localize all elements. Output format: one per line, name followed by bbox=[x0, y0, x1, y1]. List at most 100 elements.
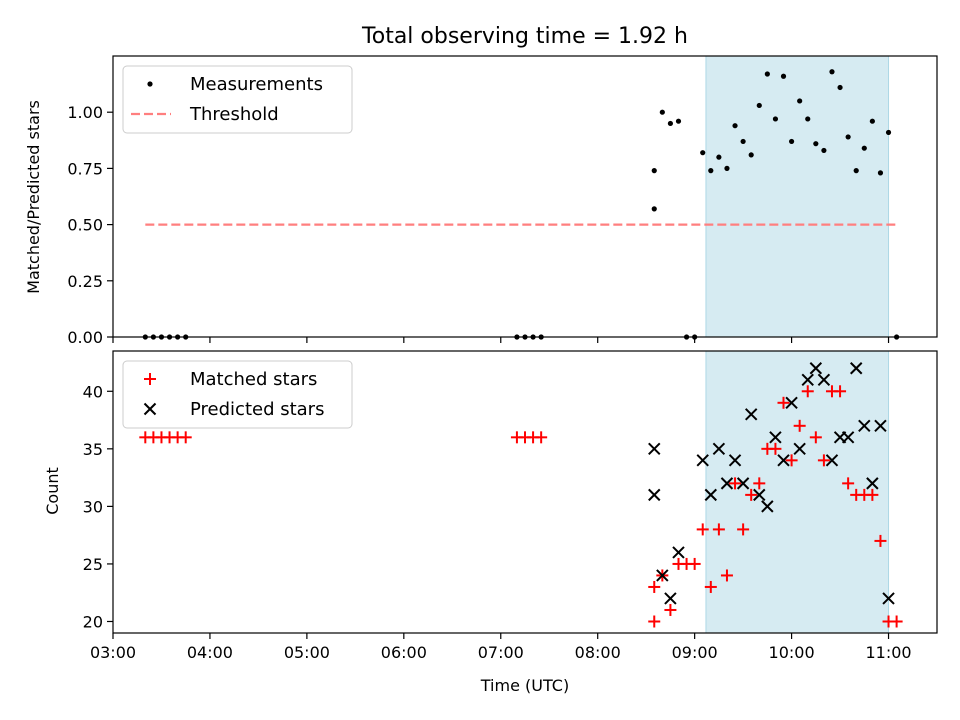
bottom-series-matched-stars-point bbox=[745, 488, 758, 501]
top-series-measurements-point bbox=[885, 129, 892, 136]
bottom-series-matched-stars-point bbox=[729, 477, 742, 490]
bottom-series-predicted-stars-point bbox=[793, 442, 806, 456]
top-series-measurements-point bbox=[756, 102, 762, 109]
top-y-tick-label: 0.50 bbox=[67, 216, 103, 235]
bottom-y-axis-title: Count bbox=[43, 467, 62, 515]
bottom-series-matched-stars-point bbox=[769, 442, 782, 455]
top-series-measurements-point bbox=[708, 168, 714, 174]
bottom-legend-entry-predicted-stars: Predicted stars bbox=[143, 399, 324, 420]
bottom-series-predicted-stars-point bbox=[850, 362, 863, 375]
bottom-series-matched-stars-point bbox=[753, 477, 766, 490]
top-legend-box bbox=[122, 65, 353, 134]
top-legend-entry-measurements-swatch bbox=[147, 81, 153, 87]
bottom-series-predicted-stars-point bbox=[866, 477, 879, 490]
top-panel: 0.00 0.25 0.50 0.75 1.00 Measurements Threshol… bbox=[67, 55, 938, 347]
top-series-measurements-point bbox=[861, 145, 867, 151]
bottom-series-matched-stars-point bbox=[648, 615, 661, 628]
bottom-series-predicted-stars-point bbox=[648, 442, 661, 456]
bottom-series-predicted-stars-point bbox=[704, 488, 718, 502]
bottom-x-tick-label: 09:00 bbox=[672, 643, 718, 662]
bottom-x-tick-label: 08:00 bbox=[575, 643, 621, 662]
bottom-series-matched-stars-point bbox=[874, 534, 887, 547]
bottom-series-predicted-stars-point bbox=[785, 396, 798, 410]
bottom-series-predicted-stars-point bbox=[761, 500, 774, 513]
top-legend-entry-measurements-label: Measurements bbox=[190, 74, 323, 95]
top-y-tick-label: 0.25 bbox=[67, 272, 103, 291]
bottom-legend-entry-matched-stars: Matched stars bbox=[144, 369, 317, 390]
bottom-series-predicted-stars-point bbox=[809, 362, 823, 375]
top-y-tick-label: 0.00 bbox=[67, 328, 103, 347]
top-series-measurements-point bbox=[837, 84, 843, 91]
bottom-shaded-span bbox=[705, 350, 890, 634]
bottom-series-matched-stars-point bbox=[777, 396, 790, 409]
bottom-series-matched-stars-point bbox=[688, 557, 701, 570]
bottom-series-predicted-stars-point bbox=[712, 442, 726, 456]
bottom-series-matched-stars-point bbox=[712, 523, 725, 536]
bottom-series-predicted-stars-point bbox=[769, 431, 782, 444]
bottom-legend-entry-predicted-stars-label: Predicted stars bbox=[190, 399, 324, 420]
bottom-series-predicted-stars-point bbox=[648, 488, 661, 502]
top-series-measurements-point bbox=[732, 123, 738, 129]
top-y-tick-label: 0.75 bbox=[67, 159, 103, 178]
bottom-series-predicted-stars-point bbox=[841, 431, 855, 444]
top-series-measurements-point bbox=[659, 109, 665, 115]
top-legend: Measurements Threshold bbox=[122, 65, 353, 134]
bottom-series-predicted-stars-point bbox=[744, 408, 758, 421]
bottom-series-matched-stars-point bbox=[648, 580, 661, 593]
bottom-legend-entry-matched-stars-label: Matched stars bbox=[190, 369, 317, 390]
bottom-panel: 20 25 30 35 40 03:00 04:00 05:00 06:00 07:00 08:00… bbox=[83, 350, 938, 662]
top-series-measurements-point bbox=[748, 152, 754, 158]
bottom-series-matched-stars-point bbox=[834, 385, 847, 398]
bottom-x-tick-label: 06:00 bbox=[381, 643, 427, 662]
bottom-series-predicted-stars-point bbox=[728, 454, 742, 467]
top-series-measurements-point bbox=[772, 116, 779, 122]
bottom-series-predicted-stars-point bbox=[753, 488, 766, 502]
bottom-series-predicted-stars-point bbox=[696, 454, 709, 467]
top-series-measurements-point bbox=[675, 118, 682, 124]
bottom-legend-box bbox=[122, 360, 353, 429]
top-series-measurements-point bbox=[667, 120, 674, 127]
top-y-tick-label: 1.00 bbox=[67, 103, 103, 122]
bottom-series-matched-stars-point bbox=[866, 488, 879, 501]
top-series-measurements-point bbox=[813, 141, 819, 147]
bottom-y-tick-label: 20 bbox=[83, 612, 103, 631]
bottom-legend-entry-predicted-stars-swatch bbox=[143, 402, 157, 416]
top-series-measurements-point bbox=[877, 170, 884, 176]
bottom-series-matched-stars-point bbox=[785, 454, 798, 467]
bottom-series-predicted-stars-point bbox=[882, 592, 895, 605]
top-series-measurements-point bbox=[821, 147, 827, 154]
top-series-measurements-point bbox=[716, 154, 722, 160]
top-series-measurements-point bbox=[780, 73, 787, 79]
bottom-series-predicted-stars-point bbox=[817, 373, 831, 386]
bottom-series-predicted-stars-point bbox=[825, 454, 839, 467]
top-legend-entry-threshold-label: Threshold bbox=[189, 104, 279, 125]
bottom-series-matched-stars-point bbox=[535, 431, 548, 444]
bottom-series-predicted-stars-point bbox=[777, 454, 790, 467]
bottom-plot-frame bbox=[112, 350, 938, 634]
bottom-series-matched-stars-point bbox=[720, 569, 733, 582]
bottom-series-predicted-stars-point bbox=[656, 569, 669, 582]
bottom-series-predicted-stars-point bbox=[736, 477, 750, 490]
bottom-series-predicted-stars-point bbox=[672, 546, 685, 559]
top-legend-entry-measurements: Measurements bbox=[147, 74, 323, 95]
top-series-measurements-point bbox=[651, 206, 657, 212]
bottom-series-predicted-stars-point bbox=[664, 592, 677, 605]
top-series-measurements-point bbox=[805, 116, 811, 122]
bottom-x-tick-label: 10:00 bbox=[769, 643, 815, 662]
top-series-measurements-point bbox=[829, 69, 835, 75]
bottom-series-matched-stars-point bbox=[809, 431, 822, 444]
bottom-y-tick-label: 35 bbox=[83, 440, 103, 459]
bottom-series-matched-stars-point bbox=[842, 477, 855, 490]
bottom-series-matched-stars-point bbox=[801, 385, 814, 398]
top-plot-frame bbox=[112, 55, 938, 338]
x-axis-title: Time (UTC) bbox=[480, 676, 569, 695]
bottom-series-predicted-stars-point bbox=[720, 477, 734, 490]
top-series-measurements-point bbox=[651, 168, 657, 174]
bottom-y-tick-label: 40 bbox=[83, 382, 103, 401]
top-series-measurements-point bbox=[764, 71, 770, 77]
top-series-measurements-point bbox=[788, 138, 795, 145]
bottom-series-matched-stars-point bbox=[664, 603, 677, 616]
bottom-x-tick-label: 04:00 bbox=[187, 643, 233, 662]
top-series-measurements-point bbox=[700, 150, 706, 156]
